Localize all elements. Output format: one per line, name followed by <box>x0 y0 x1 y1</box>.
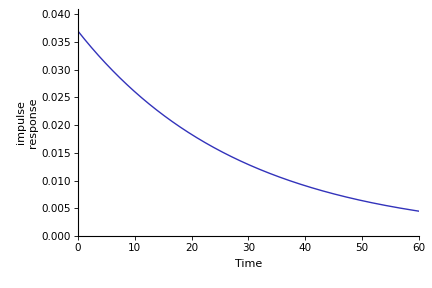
Y-axis label: impulse
response: impulse response <box>16 97 38 148</box>
X-axis label: Time: Time <box>235 259 262 269</box>
